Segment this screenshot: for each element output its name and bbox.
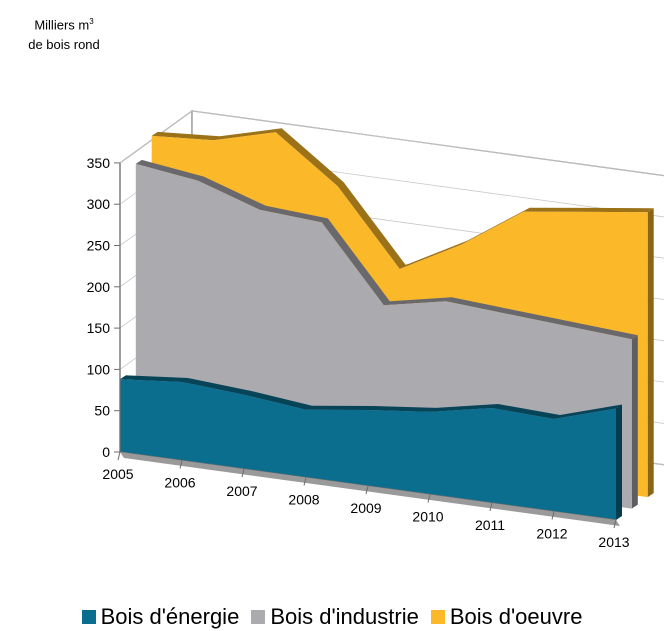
x-tick bbox=[241, 468, 245, 478]
legend-label-bois-oeuvre: Bois d'oeuvre bbox=[449, 604, 583, 629]
y-tick-label: 250 bbox=[87, 238, 111, 254]
legend-swatch-bois-industrie bbox=[251, 610, 266, 624]
series-end-face bbox=[616, 404, 622, 520]
x-tick-label: 2013 bbox=[598, 534, 629, 550]
legend-item-bois-oeuvre: Bois d'oeuvre bbox=[430, 603, 583, 631]
y-tick-label: 150 bbox=[87, 320, 111, 336]
x-tick bbox=[427, 494, 431, 503]
series-bois-d-energie bbox=[120, 375, 622, 520]
legend-swatch-bois-oeuvre bbox=[430, 610, 445, 624]
y-axis-label: Milliers m3 de bois rond bbox=[8, 12, 120, 55]
x-tick bbox=[489, 502, 493, 512]
y-tick-label: 300 bbox=[87, 196, 111, 212]
y-tick-label: 0 bbox=[102, 444, 110, 460]
x-tick bbox=[551, 511, 555, 520]
x-tick-label: 2006 bbox=[164, 475, 195, 491]
legend-item-bois-energie: Bois d'énergie bbox=[81, 603, 240, 631]
series-area bbox=[120, 379, 616, 520]
y-tick-label: 200 bbox=[87, 279, 111, 295]
series-top-edge bbox=[135, 159, 638, 340]
y-tick-label: 50 bbox=[94, 403, 110, 419]
floor-edge bbox=[120, 452, 620, 526]
x-tick-label: 2008 bbox=[288, 492, 319, 508]
legend-swatch-bois-energie bbox=[81, 610, 96, 624]
gridline bbox=[119, 110, 664, 177]
legend-item-bois-industrie: Bois d'industrie bbox=[251, 603, 419, 631]
x-tick-label: 2005 bbox=[102, 466, 133, 482]
x-tick-label: 2012 bbox=[536, 526, 567, 542]
axes: 0 50 100 150 200 250 300 350 2005 2006 2007 2008 200… bbox=[87, 155, 630, 550]
y-tick-label: 350 bbox=[87, 155, 111, 171]
x-tick-label: 2009 bbox=[350, 500, 381, 516]
series-end-face bbox=[631, 335, 638, 509]
y-tick-label: 100 bbox=[87, 361, 111, 377]
y-axis-label-line2: de bois rond bbox=[28, 37, 100, 53]
x-tick bbox=[365, 485, 369, 495]
series-top-edge bbox=[120, 375, 622, 419]
series-end-face bbox=[647, 208, 654, 498]
plot-area bbox=[120, 128, 654, 520]
y-axis-label-exponent: 3 bbox=[89, 17, 94, 26]
x-tick-label: 2011 bbox=[475, 517, 505, 533]
legend-label-bois-energie: Bois d'énergie bbox=[100, 604, 240, 629]
x-tick-label: 2010 bbox=[412, 509, 443, 525]
legend: Bois d'énergie Bois d'industrie Bois d'o… bbox=[0, 603, 664, 631]
x-tick-label: 2007 bbox=[226, 483, 257, 499]
y-axis-label-unit: Milliers m bbox=[34, 17, 90, 33]
x-tick bbox=[303, 477, 307, 486]
x-tick bbox=[179, 460, 183, 469]
x-tick bbox=[117, 451, 121, 461]
x-tick bbox=[613, 519, 617, 529]
legend-label-bois-industrie: Bois d'industrie bbox=[270, 604, 419, 629]
